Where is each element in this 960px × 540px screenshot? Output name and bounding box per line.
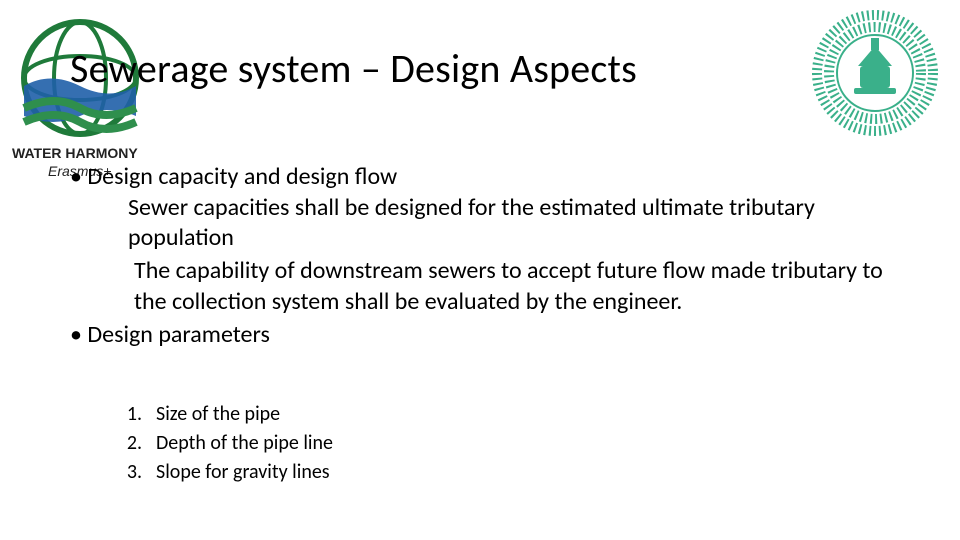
list-item: 2. Depth of the pipe line	[120, 429, 333, 458]
list-text: Slope for gravity lines	[156, 458, 330, 487]
water-harmony-logo: WATER HARMONY Erasmus+	[10, 16, 150, 186]
slide-title: Sewerage system – Design Aspects	[70, 44, 637, 93]
bullet-design-parameters: • Design parameters	[70, 320, 890, 351]
para-downstream: The capability of downstream sewers to a…	[70, 256, 890, 317]
institution-seal-icon	[810, 8, 940, 138]
para-sewer-capacities: Sewer capacities shall be designed for t…	[70, 193, 890, 254]
design-parameters-list: 1. Size of the pipe 2. Depth of the pipe…	[120, 400, 333, 487]
list-text: Depth of the pipe line	[156, 429, 333, 458]
list-number: 3.	[120, 458, 142, 487]
list-text: Size of the pipe	[156, 400, 280, 429]
list-item: 1. Size of the pipe	[120, 400, 333, 429]
bullet-design-capacity: • Design capacity and design flow	[70, 162, 890, 193]
list-number: 2.	[120, 429, 142, 458]
list-number: 1.	[120, 400, 142, 429]
slide-body: • Design capacity and design flow Sewer …	[70, 162, 890, 350]
list-item: 3. Slope for gravity lines	[120, 458, 333, 487]
para-downstream-text: The capability of downstream sewers to a…	[134, 256, 883, 316]
para-sewer-capacities-text: Sewer capacities shall be designed for t…	[128, 193, 815, 253]
logo-brand-line1: WATER HARMONY	[12, 145, 138, 161]
